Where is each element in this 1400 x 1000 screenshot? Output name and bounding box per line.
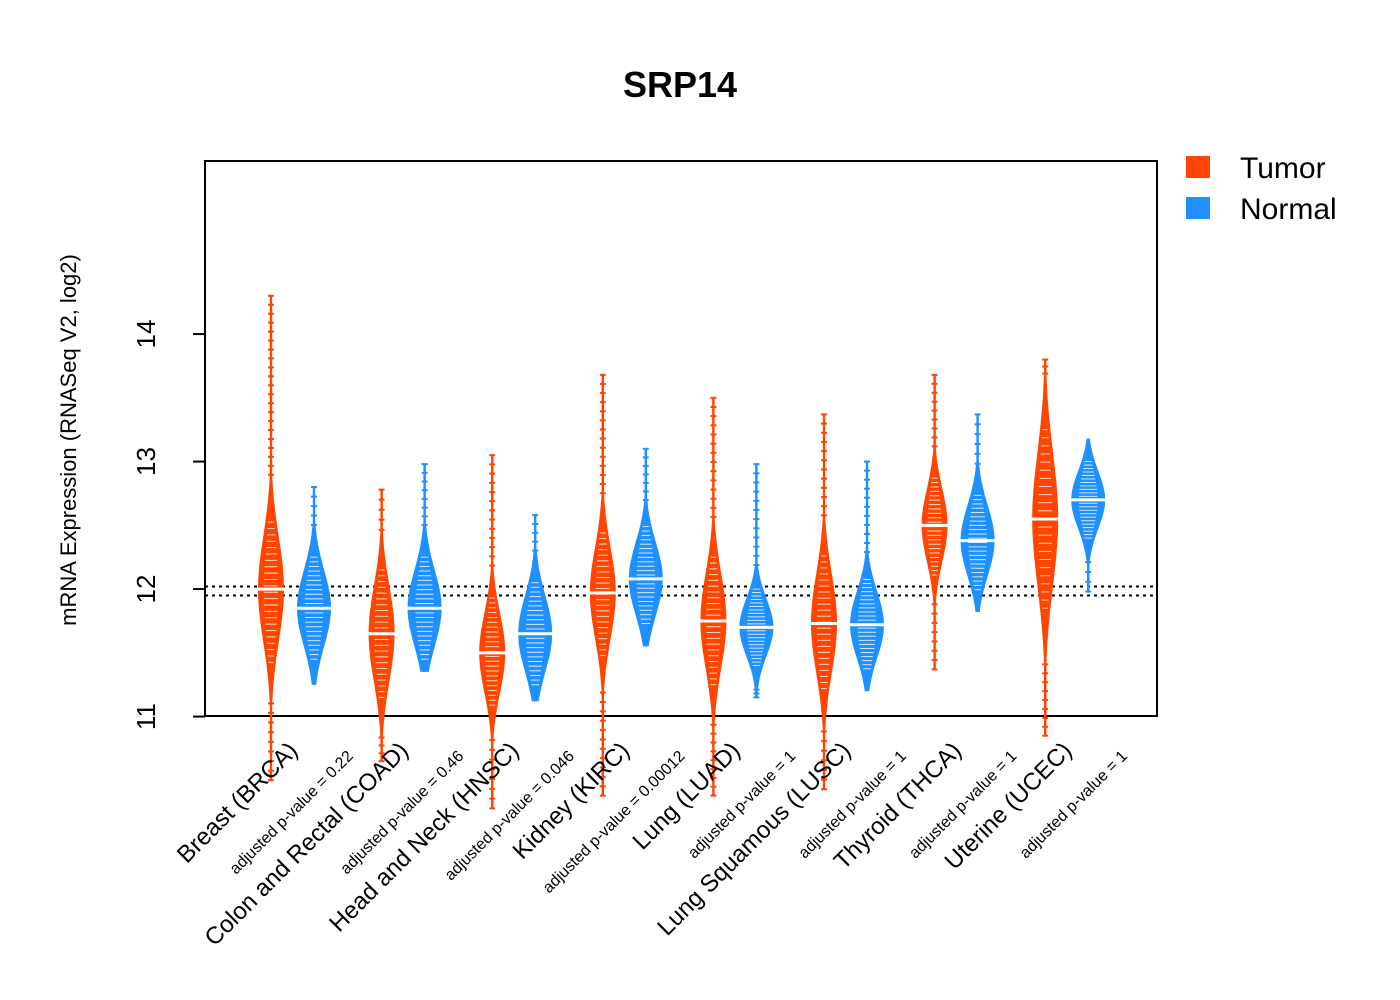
- violin-body-tumor: [368, 489, 395, 762]
- y-tick-label: 14: [131, 320, 161, 349]
- violin-body-normal: [407, 464, 442, 672]
- violin-body-tumor: [589, 374, 616, 796]
- violin-tumor: [920, 373, 949, 671]
- violin-tumor: [588, 373, 617, 797]
- violin-tumor: [810, 413, 838, 791]
- violin-tumor: [699, 396, 728, 797]
- violin-normal: [1070, 438, 1107, 593]
- violin-normal: [627, 447, 664, 647]
- legend-label: Tumor: [1240, 152, 1326, 185]
- legend-swatch: [1186, 197, 1210, 219]
- y-tick-label: 11: [131, 703, 161, 730]
- violin-normal: [738, 463, 775, 699]
- y-axis: 11 12 13 14: [131, 320, 205, 730]
- chart-title: SRP14: [623, 64, 737, 105]
- x-axis-labels: Breast (BRCA)adjusted p-value = 0.22Colo…: [172, 737, 1131, 951]
- violin-normal: [517, 514, 554, 702]
- y-axis-label: mRNA Expression (RNASeq V2, log2): [56, 254, 81, 626]
- violins-group: [257, 294, 1107, 810]
- violin-normal: [406, 463, 443, 672]
- violin-tumor: [1031, 358, 1060, 737]
- violin-body-normal: [1071, 438, 1106, 592]
- violin-body-normal: [628, 448, 663, 647]
- violin-body-tumor: [811, 414, 837, 790]
- y-tick-label: 13: [131, 447, 161, 476]
- violin-normal: [849, 460, 885, 692]
- violin-body-normal: [518, 515, 553, 702]
- legend-swatch: [1186, 156, 1210, 178]
- violin-normal: [959, 413, 996, 613]
- violin-body-normal: [297, 487, 331, 685]
- legend-label: Normal: [1240, 193, 1337, 226]
- violin-body-normal: [960, 414, 995, 612]
- reference-lines: [205, 585, 1157, 597]
- violin-normal: [296, 486, 332, 685]
- violin-body-normal: [850, 461, 884, 692]
- legend: Tumor Normal: [1186, 152, 1337, 226]
- violin-body-tumor: [700, 397, 727, 796]
- y-tick-label: 12: [131, 575, 161, 604]
- violin-body-normal: [739, 464, 774, 698]
- violin-tumor: [367, 488, 396, 763]
- violin-body-tumor: [1032, 359, 1059, 736]
- violin-tumor: [257, 294, 285, 782]
- violin-body-tumor: [258, 295, 284, 781]
- plot-frame: [204, 160, 1158, 717]
- violin-tumor: [478, 454, 507, 810]
